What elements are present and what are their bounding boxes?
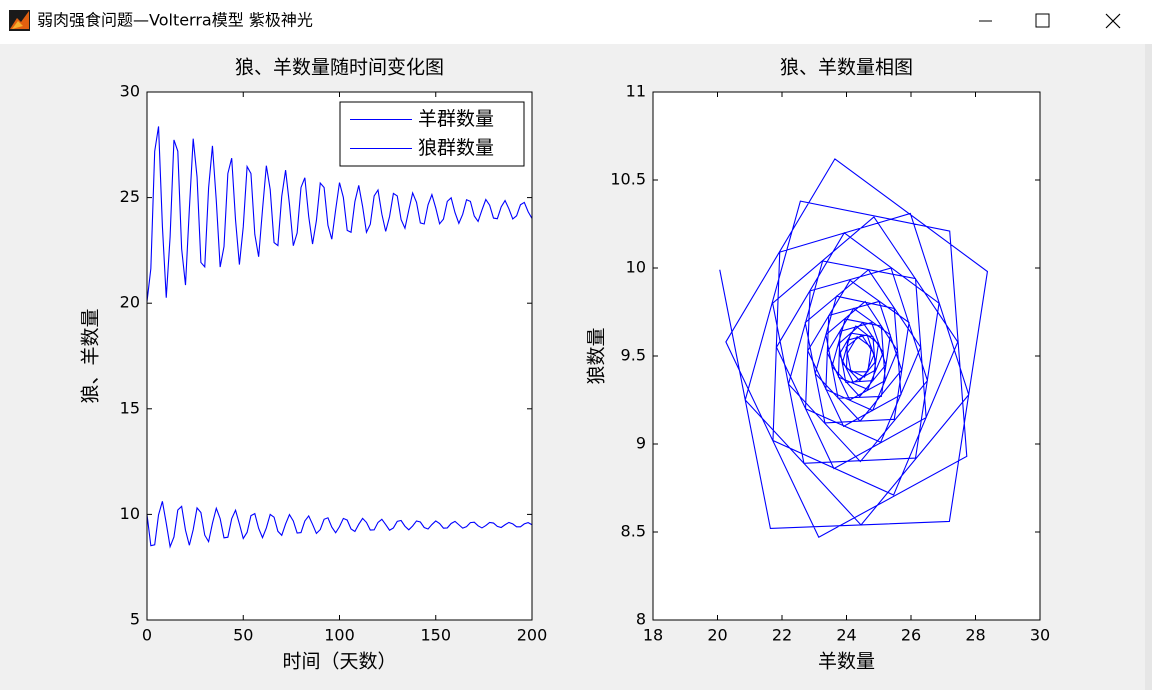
y-axis-label: 狼数量 (586, 327, 608, 384)
close-button[interactable] (1105, 13, 1121, 29)
x-tick-label: 24 (836, 626, 856, 645)
y-tick-label: 8.5 (621, 522, 646, 541)
x-tick-label: 200 (517, 626, 548, 645)
series-line (146, 501, 533, 549)
y-tick-label: 9.5 (621, 346, 646, 365)
y-tick-label: 10.5 (610, 170, 646, 189)
x-tick-label: 100 (324, 626, 355, 645)
y-tick-label: 30 (120, 82, 140, 101)
x-tick-label: 18 (643, 626, 663, 645)
axes-box (652, 91, 1041, 621)
chart-title: 狼、羊数量相图 (780, 57, 913, 79)
title-bar (0, 0, 1152, 44)
chart-title: 狼、羊数量随时间变化图 (235, 57, 444, 79)
y-tick-label: 9 (636, 434, 646, 453)
x-tick-label: 20 (707, 626, 727, 645)
y-tick-label: 11 (626, 82, 646, 101)
legend-label: 羊群数量 (418, 108, 494, 130)
y-tick-label: 20 (120, 293, 140, 312)
window-edge (1145, 44, 1152, 690)
axes-box (146, 91, 533, 621)
series-line (146, 126, 533, 302)
x-tick-label: 26 (901, 626, 921, 645)
x-tick-label: 150 (420, 626, 451, 645)
x-axis-label: 时间（天数） (282, 651, 396, 673)
series-line (719, 158, 989, 539)
x-tick-label: 0 (142, 626, 152, 645)
x-axis-label: 羊数量 (818, 651, 875, 673)
y-tick-label: 10 (120, 504, 140, 523)
x-tick-label: 30 (1030, 626, 1050, 645)
app-icon (9, 10, 30, 31)
y-tick-label: 25 (120, 187, 140, 206)
y-tick-label: 10 (626, 258, 646, 277)
x-tick-label: 22 (772, 626, 792, 645)
legend-box (339, 101, 525, 167)
x-tick-label: 50 (233, 626, 253, 645)
y-tick-label: 5 (130, 610, 140, 629)
maximize-button[interactable] (1035, 13, 1050, 28)
y-tick-label: 15 (120, 398, 140, 417)
window-title: 弱肉强食问题—Volterra模型 紫极神光 (37, 11, 313, 30)
x-tick-label: 28 (965, 626, 985, 645)
y-tick-label: 8 (636, 610, 646, 629)
legend-label: 狼群数量 (418, 137, 494, 159)
y-axis-label: 狼、羊数量 (80, 308, 102, 403)
plot-area (147, 92, 532, 620)
